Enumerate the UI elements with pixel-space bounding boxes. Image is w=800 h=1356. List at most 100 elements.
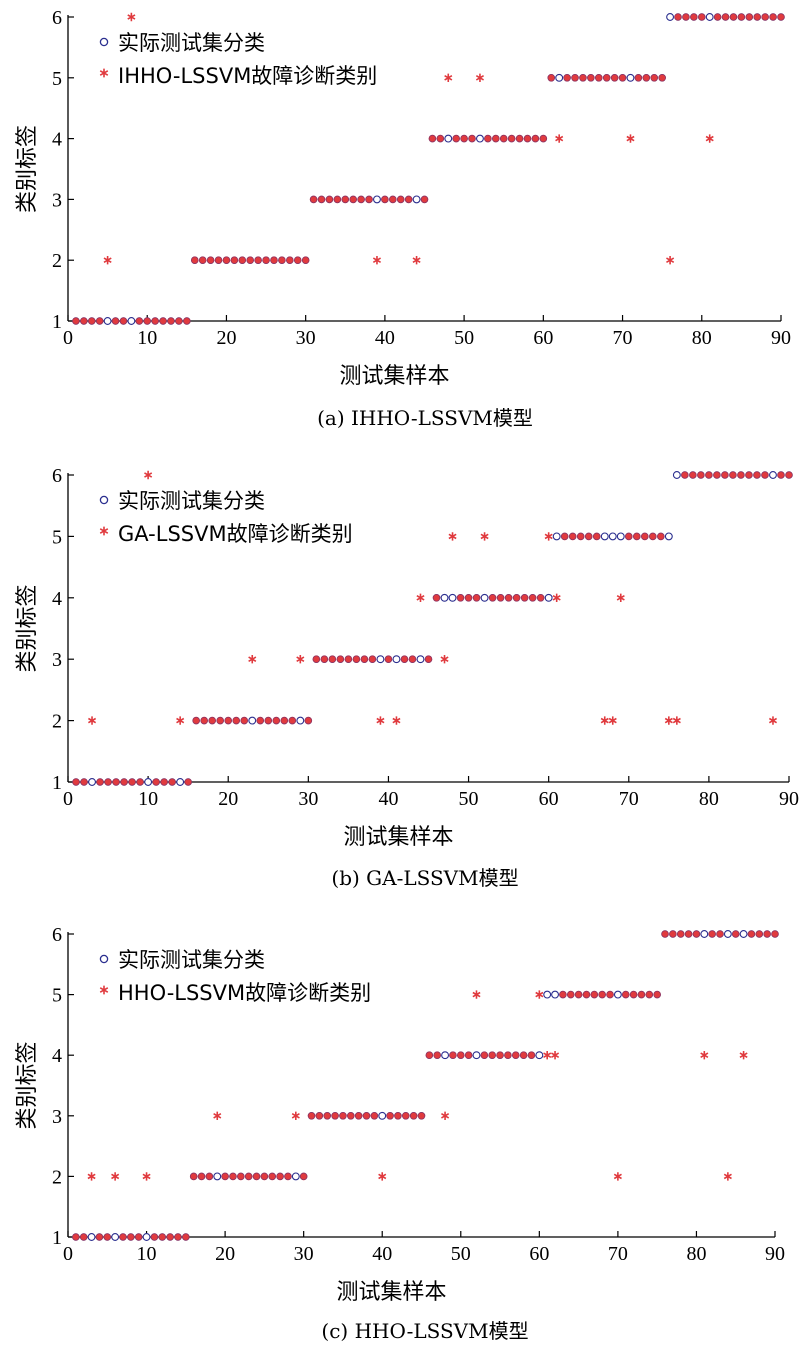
data-point-actual (214, 256, 223, 264)
data-point-actual (464, 1051, 473, 1059)
data-point-diagnosed (378, 1172, 387, 1181)
data-point-actual (104, 778, 112, 786)
data-point-actual (87, 1233, 96, 1241)
x-tick-label: 40 (375, 327, 395, 349)
x-tick-label: 60 (533, 327, 553, 349)
data-point-actual (629, 990, 638, 999)
data-point-diagnosed (144, 470, 153, 480)
x-tick-label: 40 (372, 1243, 392, 1265)
data-point-actual (103, 317, 112, 325)
data-point-actual (769, 13, 777, 21)
data-point-actual (143, 317, 151, 325)
data-point-actual (602, 74, 611, 82)
data-point-actual (270, 256, 278, 264)
data-point-actual (515, 134, 524, 143)
data-point-diagnosed (544, 532, 553, 541)
data-point-actual (184, 778, 192, 786)
y-tick-label: 1 (52, 1227, 62, 1249)
data-point-actual (79, 1233, 88, 1241)
data-point-actual (674, 13, 682, 21)
data-point-actual (142, 1233, 151, 1241)
data-point-actual (457, 1051, 465, 1059)
data-point-actual (684, 930, 693, 938)
data-point-actual (206, 256, 215, 264)
data-point-actual (672, 471, 681, 479)
y-axis-label: 类别标签 (15, 125, 40, 213)
data-point-actual (492, 134, 500, 143)
legend-marker-diagnosed (99, 526, 109, 536)
data-point-actual (370, 1112, 379, 1120)
data-point-actual (357, 195, 365, 204)
data-point-actual (464, 594, 473, 602)
x-tick-label: 50 (459, 788, 479, 810)
x-tick-label: 70 (608, 1243, 628, 1265)
y-tick-label: 2 (52, 250, 62, 272)
data-point-diagnosed (142, 1172, 151, 1181)
y-tick-label: 3 (52, 1106, 62, 1128)
data-point-actual (230, 256, 239, 264)
data-point-actual (168, 778, 176, 786)
data-point-actual (484, 134, 492, 143)
data-point-actual (552, 532, 561, 541)
data-point-actual (103, 1233, 112, 1241)
y-tick-label: 2 (52, 711, 62, 733)
data-point-actual (747, 930, 756, 938)
data-point-actual (95, 1233, 104, 1241)
data-point-diagnosed (248, 655, 257, 664)
y-tick-label: 4 (52, 588, 62, 610)
data-point-actual (252, 1172, 261, 1181)
data-point-diagnosed (87, 1172, 96, 1181)
data-point-actual (507, 134, 516, 143)
data-point-actual (452, 134, 460, 143)
data-point-actual (96, 778, 104, 786)
data-point-diagnosed (441, 1111, 450, 1120)
data-point-actual (716, 930, 724, 938)
data-point-actual (496, 1051, 504, 1059)
x-tick-label: 40 (378, 788, 398, 810)
data-point-diagnosed (412, 256, 421, 265)
legend: 实际测试集分类 IHHO-LSSVM故障诊断类别 (99, 31, 377, 88)
data-point-actual (708, 930, 716, 938)
data-point-actual (512, 1051, 520, 1059)
data-point-actual (309, 195, 318, 204)
data-point-actual (299, 1172, 308, 1181)
data-point-diagnosed (103, 256, 112, 265)
data-point-diagnosed (480, 532, 489, 541)
data-point-actual (160, 778, 168, 786)
data-point-actual (739, 930, 748, 938)
data-point-actual (88, 317, 96, 325)
data-point-actual (555, 73, 564, 82)
data-point-diagnosed (213, 1111, 222, 1120)
data-point-diagnosed (705, 134, 714, 143)
data-point-actual (198, 256, 207, 264)
data-point-diagnosed (543, 1051, 552, 1060)
data-point-actual (721, 13, 730, 21)
data-point-actual (697, 471, 705, 479)
data-point-actual (456, 594, 465, 602)
data-point-actual (336, 655, 345, 663)
data-point-actual (260, 1172, 269, 1181)
y-axis-label: 类别标签 (15, 1041, 40, 1129)
data-point-actual (328, 655, 337, 663)
series-actual (72, 471, 793, 786)
y-tick-label: 3 (52, 649, 62, 671)
data-point-actual (152, 778, 160, 786)
legend-label-actual: 实际测试集分类 (118, 489, 265, 513)
data-point-actual (650, 74, 658, 82)
data-point-actual (559, 990, 567, 999)
data-point-actual (111, 1233, 120, 1241)
data-point-actual (737, 13, 746, 21)
data-point-actual (535, 1051, 544, 1060)
data-point-actual (645, 990, 654, 999)
data-point-actual (158, 1233, 167, 1241)
series-diagnosed (72, 470, 793, 786)
data-point-diagnosed (600, 716, 609, 725)
data-point-actual (669, 930, 677, 938)
data-point-actual (392, 655, 401, 664)
data-point-actual (610, 74, 619, 82)
data-point-actual (745, 13, 754, 21)
data-point-actual (606, 990, 614, 999)
data-point-diagnosed (608, 716, 617, 725)
data-point-actual (441, 1051, 450, 1060)
data-point-actual (753, 471, 761, 479)
